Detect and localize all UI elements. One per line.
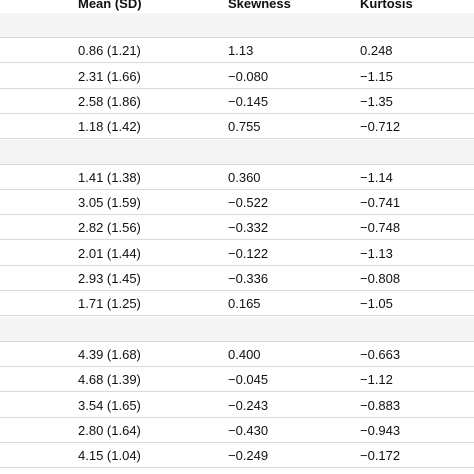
table-cell: −1.13 [360,245,393,261]
table-cell: −0.430 [228,422,269,438]
table-row: 2.80 (1.64) −0.430 −0.943 [0,418,474,443]
table-cell: −0.045 [228,372,269,388]
table-cell: −0.243 [228,397,269,413]
group-row [0,316,474,342]
column-header: Skewness [228,0,291,11]
table-cell: 2.82 (1.56) [78,220,141,236]
table-row: 1.71 (1.25) 0.165 −1.05 [0,291,474,317]
table-cell: 0.755 [228,119,261,135]
table-cell: 1.41 (1.38) [78,169,141,185]
table-cell: 2.58 (1.86) [78,93,141,109]
column-header: Kurtosis [360,0,413,11]
table-cell: 0.248 [360,43,393,59]
table-cell: 0.165 [228,296,261,312]
table-cell: −1.14 [360,169,393,185]
table-row: 4.15 (1.04) −0.249 −0.172 [0,443,474,469]
table-cell: 4.15 (1.04) [78,448,141,464]
table-cell: −0.336 [228,271,269,286]
table-cell: 1.71 (1.25) [78,296,141,312]
column-header: Mean (SD) [78,0,142,11]
table-row: 4.68 (1.39) −0.045 −1.12 [0,367,474,393]
table-cell: −0.883 [360,397,401,413]
table-row: 1.18 (1.42) 0.755 −0.712 [0,114,474,140]
table-row: 4.39 (1.68) 0.400 −0.663 [0,342,474,367]
table-row: 2.31 (1.66) −0.080 −1.15 [0,64,474,89]
table-cell: −0.332 [228,220,269,236]
table-cell: 1.13 [228,43,254,59]
table-cell: −0.748 [360,220,401,236]
table-cell: −0.145 [228,93,269,109]
table-row: 2.82 (1.56) −0.332 −0.748 [0,215,474,241]
table-cell: −0.249 [228,448,269,464]
table-cell: 2.93 (1.45) [78,271,141,286]
table-cell: −0.712 [360,119,401,135]
table-cell: −0.943 [360,422,401,438]
table-cell: 2.80 (1.64) [78,422,141,438]
table-cell: 3.05 (1.59) [78,195,141,211]
table-row: 0.86 (1.21) 1.13 0.248 [0,38,474,64]
table-cell: 0.86 (1.21) [78,43,141,59]
table-cell: −1.15 [360,68,393,84]
table-cell: −0.741 [360,195,401,211]
table-row: 1.41 (1.38) 0.360 −1.14 [0,165,474,190]
table-cell: −0.122 [228,245,269,261]
table-row: 3.05 (1.59) −0.522 −0.741 [0,190,474,216]
table-cell: −1.12 [360,372,393,388]
table-cell: 1.18 (1.42) [78,119,141,135]
table-cell: −0.522 [228,195,269,211]
table-cell: −0.080 [228,68,269,84]
table-cell: 0.360 [228,169,261,185]
table-cell: 4.39 (1.68) [78,346,141,362]
group-row [0,139,474,165]
table-cell: 4.68 (1.39) [78,372,141,388]
table-cell: 2.31 (1.66) [78,68,141,84]
group-row [0,13,474,38]
table-cell: 3.54 (1.65) [78,397,141,413]
table-cell: −0.663 [360,346,401,362]
table-cell: 2.01 (1.44) [78,245,141,261]
table-cell: −1.05 [360,296,393,312]
table-cell: −0.808 [360,271,401,286]
table-cell: 0.400 [228,346,261,362]
table-row: 2.58 (1.86) −0.145 −1.35 [0,89,474,114]
table-row: 2.01 (1.44) −0.122 −1.13 [0,241,474,266]
table-header: Mean (SD) Skewness Kurtosis [0,0,474,14]
table-row: 3.54 (1.65) −0.243 −0.883 [0,393,474,418]
table-cell: −0.172 [360,448,401,464]
table-cell: −1.35 [360,93,393,109]
table-row: 2.93 (1.45) −0.336 −0.808 [0,266,474,291]
